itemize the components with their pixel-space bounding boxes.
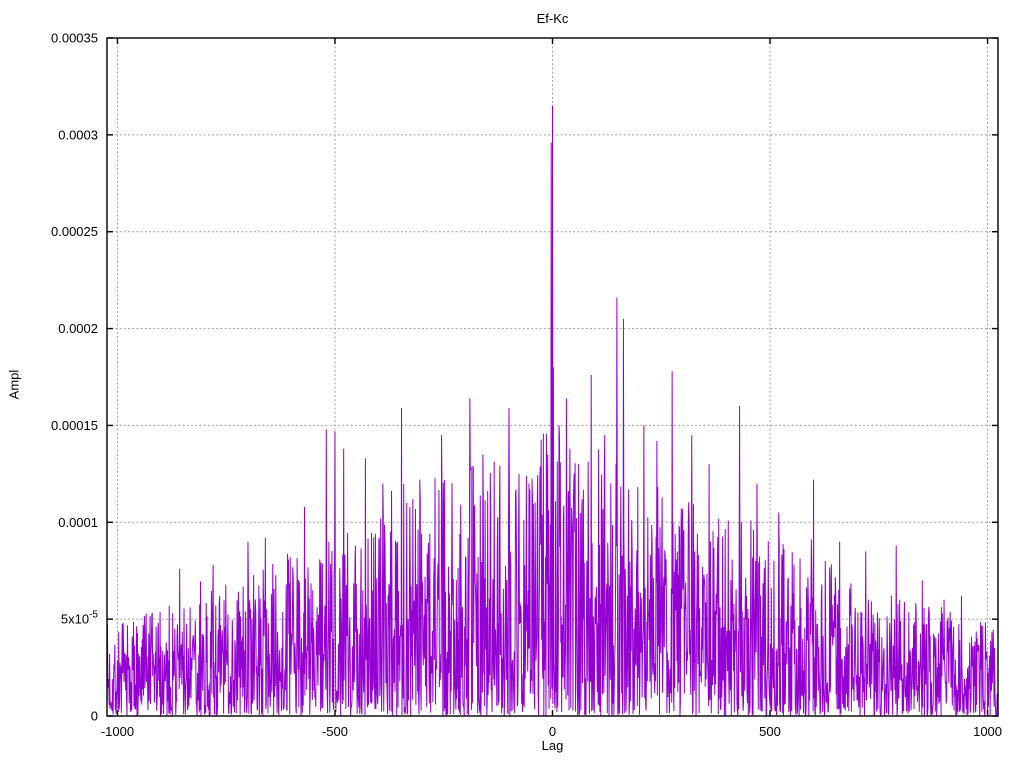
x-tick-label: -1000 [101, 724, 134, 739]
y-tick-label: 0 [91, 709, 98, 724]
y-tick-label: 0.0001 [58, 515, 98, 530]
x-tick-label: 1000 [973, 724, 1002, 739]
x-tick-label: -500 [322, 724, 348, 739]
plot-border [106, 37, 999, 717]
y-tick-label: 0.0003 [58, 127, 98, 142]
y-tick-label: 0.00035 [51, 31, 98, 46]
x-tick-label: 500 [759, 724, 781, 739]
x-axis-label: Lag [541, 738, 564, 753]
y-tick-label: 0.00025 [51, 224, 98, 239]
y-tick-label: 0.0002 [58, 321, 98, 336]
tick-labels: 0 5x10-5 0.0001 0.00015 0.0002 0.00025 0.0003 0… [51, 31, 1002, 740]
data-series-line [106, 105, 999, 718]
y-tick-label: 0.00015 [51, 418, 98, 433]
y-tick-label: 5x10-5 [61, 610, 99, 627]
chart-title: Ef-Kc [536, 11, 569, 26]
x-tick-label: 0 [549, 724, 556, 739]
